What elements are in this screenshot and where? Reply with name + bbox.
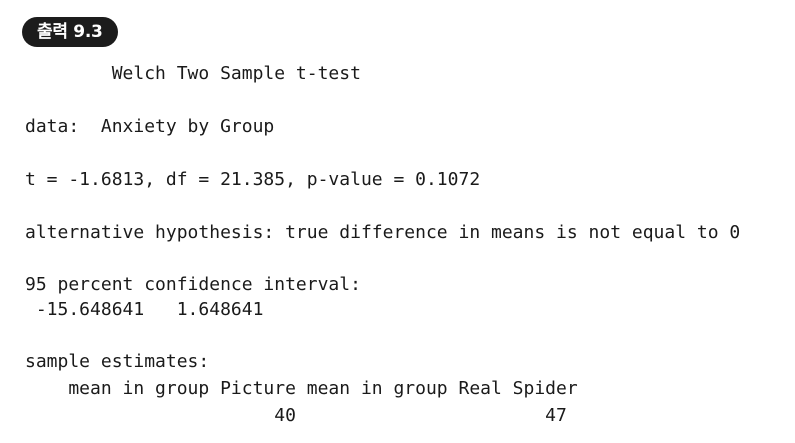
test-statistics: t = -1.6813, df = 21.385, p-value = 0.10… — [25, 169, 481, 190]
output-badge: 출력 9.3 — [22, 17, 118, 47]
confidence-interval-values: -15.648641 1.648641 — [25, 299, 264, 320]
test-title: Welch Two Sample t-test — [25, 63, 361, 84]
sample-estimates-values: 40 47 — [25, 405, 567, 426]
sample-estimates-names: mean in group Picture mean in group Real… — [25, 378, 578, 399]
data-line: data: Anxiety by Group — [25, 116, 275, 137]
alternative-hypothesis: alternative hypothesis: true difference … — [25, 222, 741, 243]
confidence-interval-header: 95 percent confidence interval: — [25, 274, 361, 295]
sample-estimates-header: sample estimates: — [25, 351, 210, 372]
